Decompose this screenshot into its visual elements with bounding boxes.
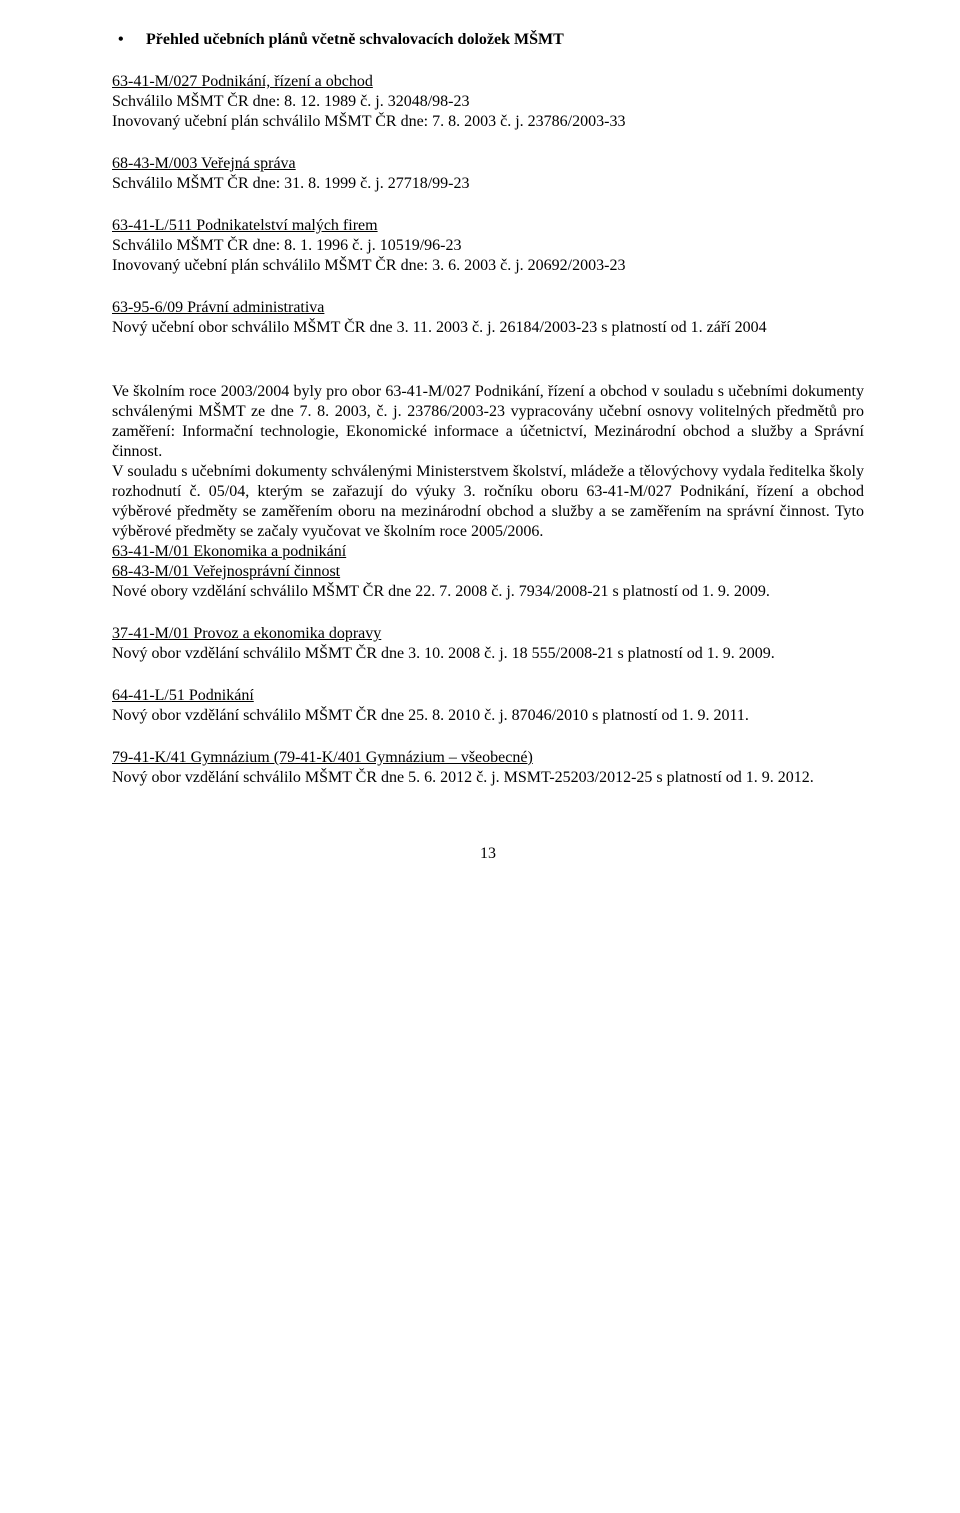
- section-6: 37-41-M/01 Provoz a ekonomika dopravy No…: [112, 624, 864, 664]
- s1-title: 63-41-M/027 Podnikání, řízení a obchod: [112, 73, 373, 90]
- section-8: 79-41-K/41 Gymnázium (79-41-K/401 Gymnáz…: [112, 748, 864, 788]
- heading-text: Přehled učebních plánů včetně schvalovac…: [146, 30, 564, 50]
- s7-title: 64-41-L/51 Podnikání: [112, 687, 254, 704]
- s5-line1: Nové obory vzdělání schválilo MŠMT ČR dn…: [112, 582, 864, 602]
- s5-title2: 68-43-M/01 Veřejnosprávní činnost: [112, 563, 340, 580]
- s6-line1: Nový obor vzdělání schválilo MŠMT ČR dne…: [112, 644, 864, 664]
- s2-title: 68-43-M/003 Veřejná správa: [112, 155, 296, 172]
- s3-line2: Inovovaný učební plán schválilo MŠMT ČR …: [112, 256, 864, 276]
- bullet-icon: [112, 30, 146, 50]
- s3-title: 63-41-L/511 Podnikatelství malých firem: [112, 217, 378, 234]
- section-4: 63-95-6/09 Právní administrativa Nový uč…: [112, 298, 864, 338]
- s3-line1: Schválilo MŠMT ČR dne: 8. 1. 1996 č. j. …: [112, 236, 864, 256]
- s5-title1: 63-41-M/01 Ekonomika a podnikání: [112, 543, 346, 560]
- page-container: Přehled učebních plánů včetně schvalovac…: [0, 0, 960, 1513]
- section-1: 63-41-M/027 Podnikání, řízení a obchod S…: [112, 72, 864, 132]
- s8-line1: Nový obor vzdělání schválilo MŠMT ČR dne…: [112, 768, 864, 788]
- s2-line1: Schválilo MŠMT ČR dne: 31. 8. 1999 č. j.…: [112, 174, 864, 194]
- s1-line2: Inovovaný učební plán schválilo MŠMT ČR …: [112, 112, 864, 132]
- page-number: 13: [112, 844, 864, 864]
- s6-title: 37-41-M/01 Provoz a ekonomika dopravy: [112, 625, 381, 642]
- section-5: 63-41-M/01 Ekonomika a podnikání 68-43-M…: [112, 542, 864, 602]
- s7-line1: Nový obor vzdělání schválilo MŠMT ČR dne…: [112, 706, 864, 726]
- section-3: 63-41-L/511 Podnikatelství malých firem …: [112, 216, 864, 276]
- s8-title: 79-41-K/41 Gymnázium (79-41-K/401 Gymnáz…: [112, 749, 533, 766]
- section-7: 64-41-L/51 Podnikání Nový obor vzdělání …: [112, 686, 864, 726]
- s1-line1: Schválilo MŠMT ČR dne: 8. 12. 1989 č. j.…: [112, 92, 864, 112]
- section-2: 68-43-M/003 Veřejná správa Schválilo MŠM…: [112, 154, 864, 194]
- s4-title: 63-95-6/09 Právní administrativa: [112, 299, 324, 316]
- s4-line1: Nový učební obor schválilo MŠMT ČR dne 3…: [112, 318, 864, 338]
- page-heading: Přehled učebních plánů včetně schvalovac…: [112, 30, 864, 50]
- paragraph-2: V souladu s učebními dokumenty schválený…: [112, 462, 864, 542]
- paragraph-1: Ve školním roce 2003/2004 byly pro obor …: [112, 382, 864, 462]
